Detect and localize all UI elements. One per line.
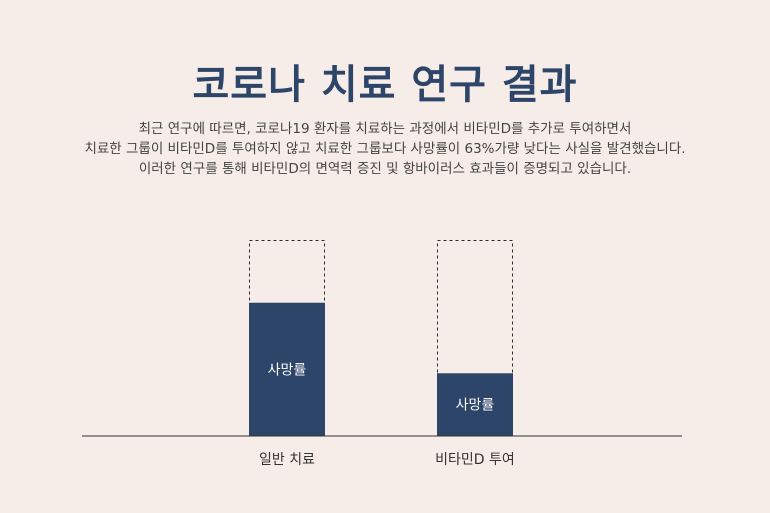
description-line-1: 최근 연구에 따르면, 코로나19 환자를 치료하는 과정에서 비타민D를 추가… (138, 121, 632, 137)
description: 최근 연구에 따르면, 코로나19 환자를 치료하는 과정에서 비타민D를 추가… (0, 119, 770, 179)
bar (249, 302, 325, 436)
category-label: 일반 치료 (259, 452, 315, 468)
page-title: 코로나 치료 연구 결과 (192, 62, 578, 108)
description-line-2: 치료한 그룹이 비타민D를 투여하지 않고 치료한 그룹보다 사망률이 63%가… (84, 141, 686, 157)
description-line-3: 이러한 연구를 통해 비타민D의 면역력 증진 및 항바이러스 효과들이 증명되… (138, 161, 632, 177)
bar-value-label: 사망률 (268, 362, 307, 378)
bar (437, 373, 513, 436)
bars-layer (249, 240, 513, 436)
category-label: 비타민D 투여 (435, 452, 515, 468)
bar-value-label: 사망률 (456, 398, 495, 414)
